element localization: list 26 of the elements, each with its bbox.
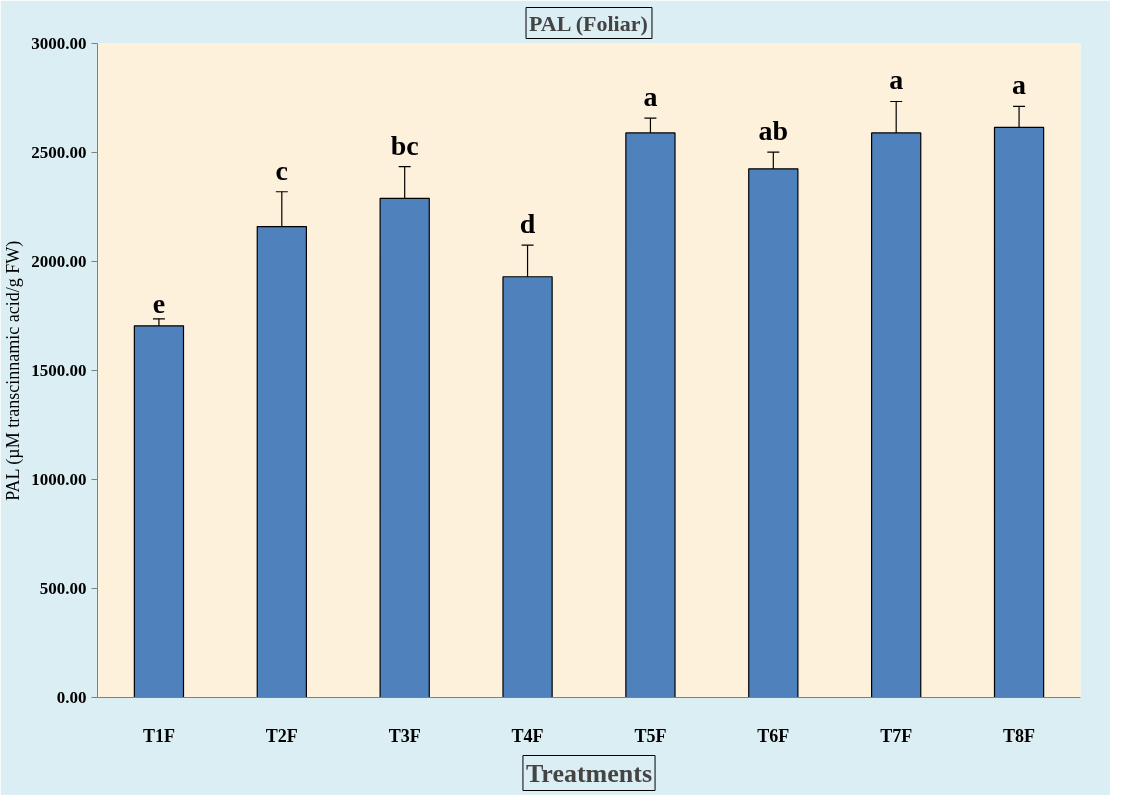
y-tick-label: 3000.00 xyxy=(31,34,87,53)
annotation: a xyxy=(1012,69,1027,101)
x-tick-label: T6F xyxy=(757,725,790,746)
x-tick-label: T4F xyxy=(511,725,544,746)
x-tick-label: T8F xyxy=(1003,725,1036,746)
annotation: e xyxy=(152,287,166,319)
y-tick-label: 500.00 xyxy=(39,579,87,598)
y-tick-label: 1000.00 xyxy=(31,470,87,489)
y-tick-label: 2000.00 xyxy=(31,252,87,271)
annotation: d xyxy=(519,208,536,240)
x-axis-title: Treatments xyxy=(525,758,653,788)
x-tick-label: T3F xyxy=(388,725,421,746)
x-tick-label: T7F xyxy=(880,725,913,746)
annotation: bc xyxy=(390,129,419,161)
annotation: c xyxy=(275,154,289,186)
y-tick-label: 0.00 xyxy=(56,688,87,707)
annotation: a xyxy=(889,64,904,96)
y-axis-title: PAL (µM transcinnamic acid/g FW) xyxy=(3,240,25,501)
y-tick-label: 1500.00 xyxy=(31,361,87,380)
annotation: ab xyxy=(758,115,789,147)
annotation: a xyxy=(643,81,658,113)
y-tick-label: 2500.00 xyxy=(31,143,87,162)
x-tick-label: T2F xyxy=(265,725,298,746)
x-tick-label: T5F xyxy=(634,725,667,746)
chart-title: PAL (Foliar) xyxy=(529,10,648,36)
x-tick-label: T1F xyxy=(142,725,175,746)
